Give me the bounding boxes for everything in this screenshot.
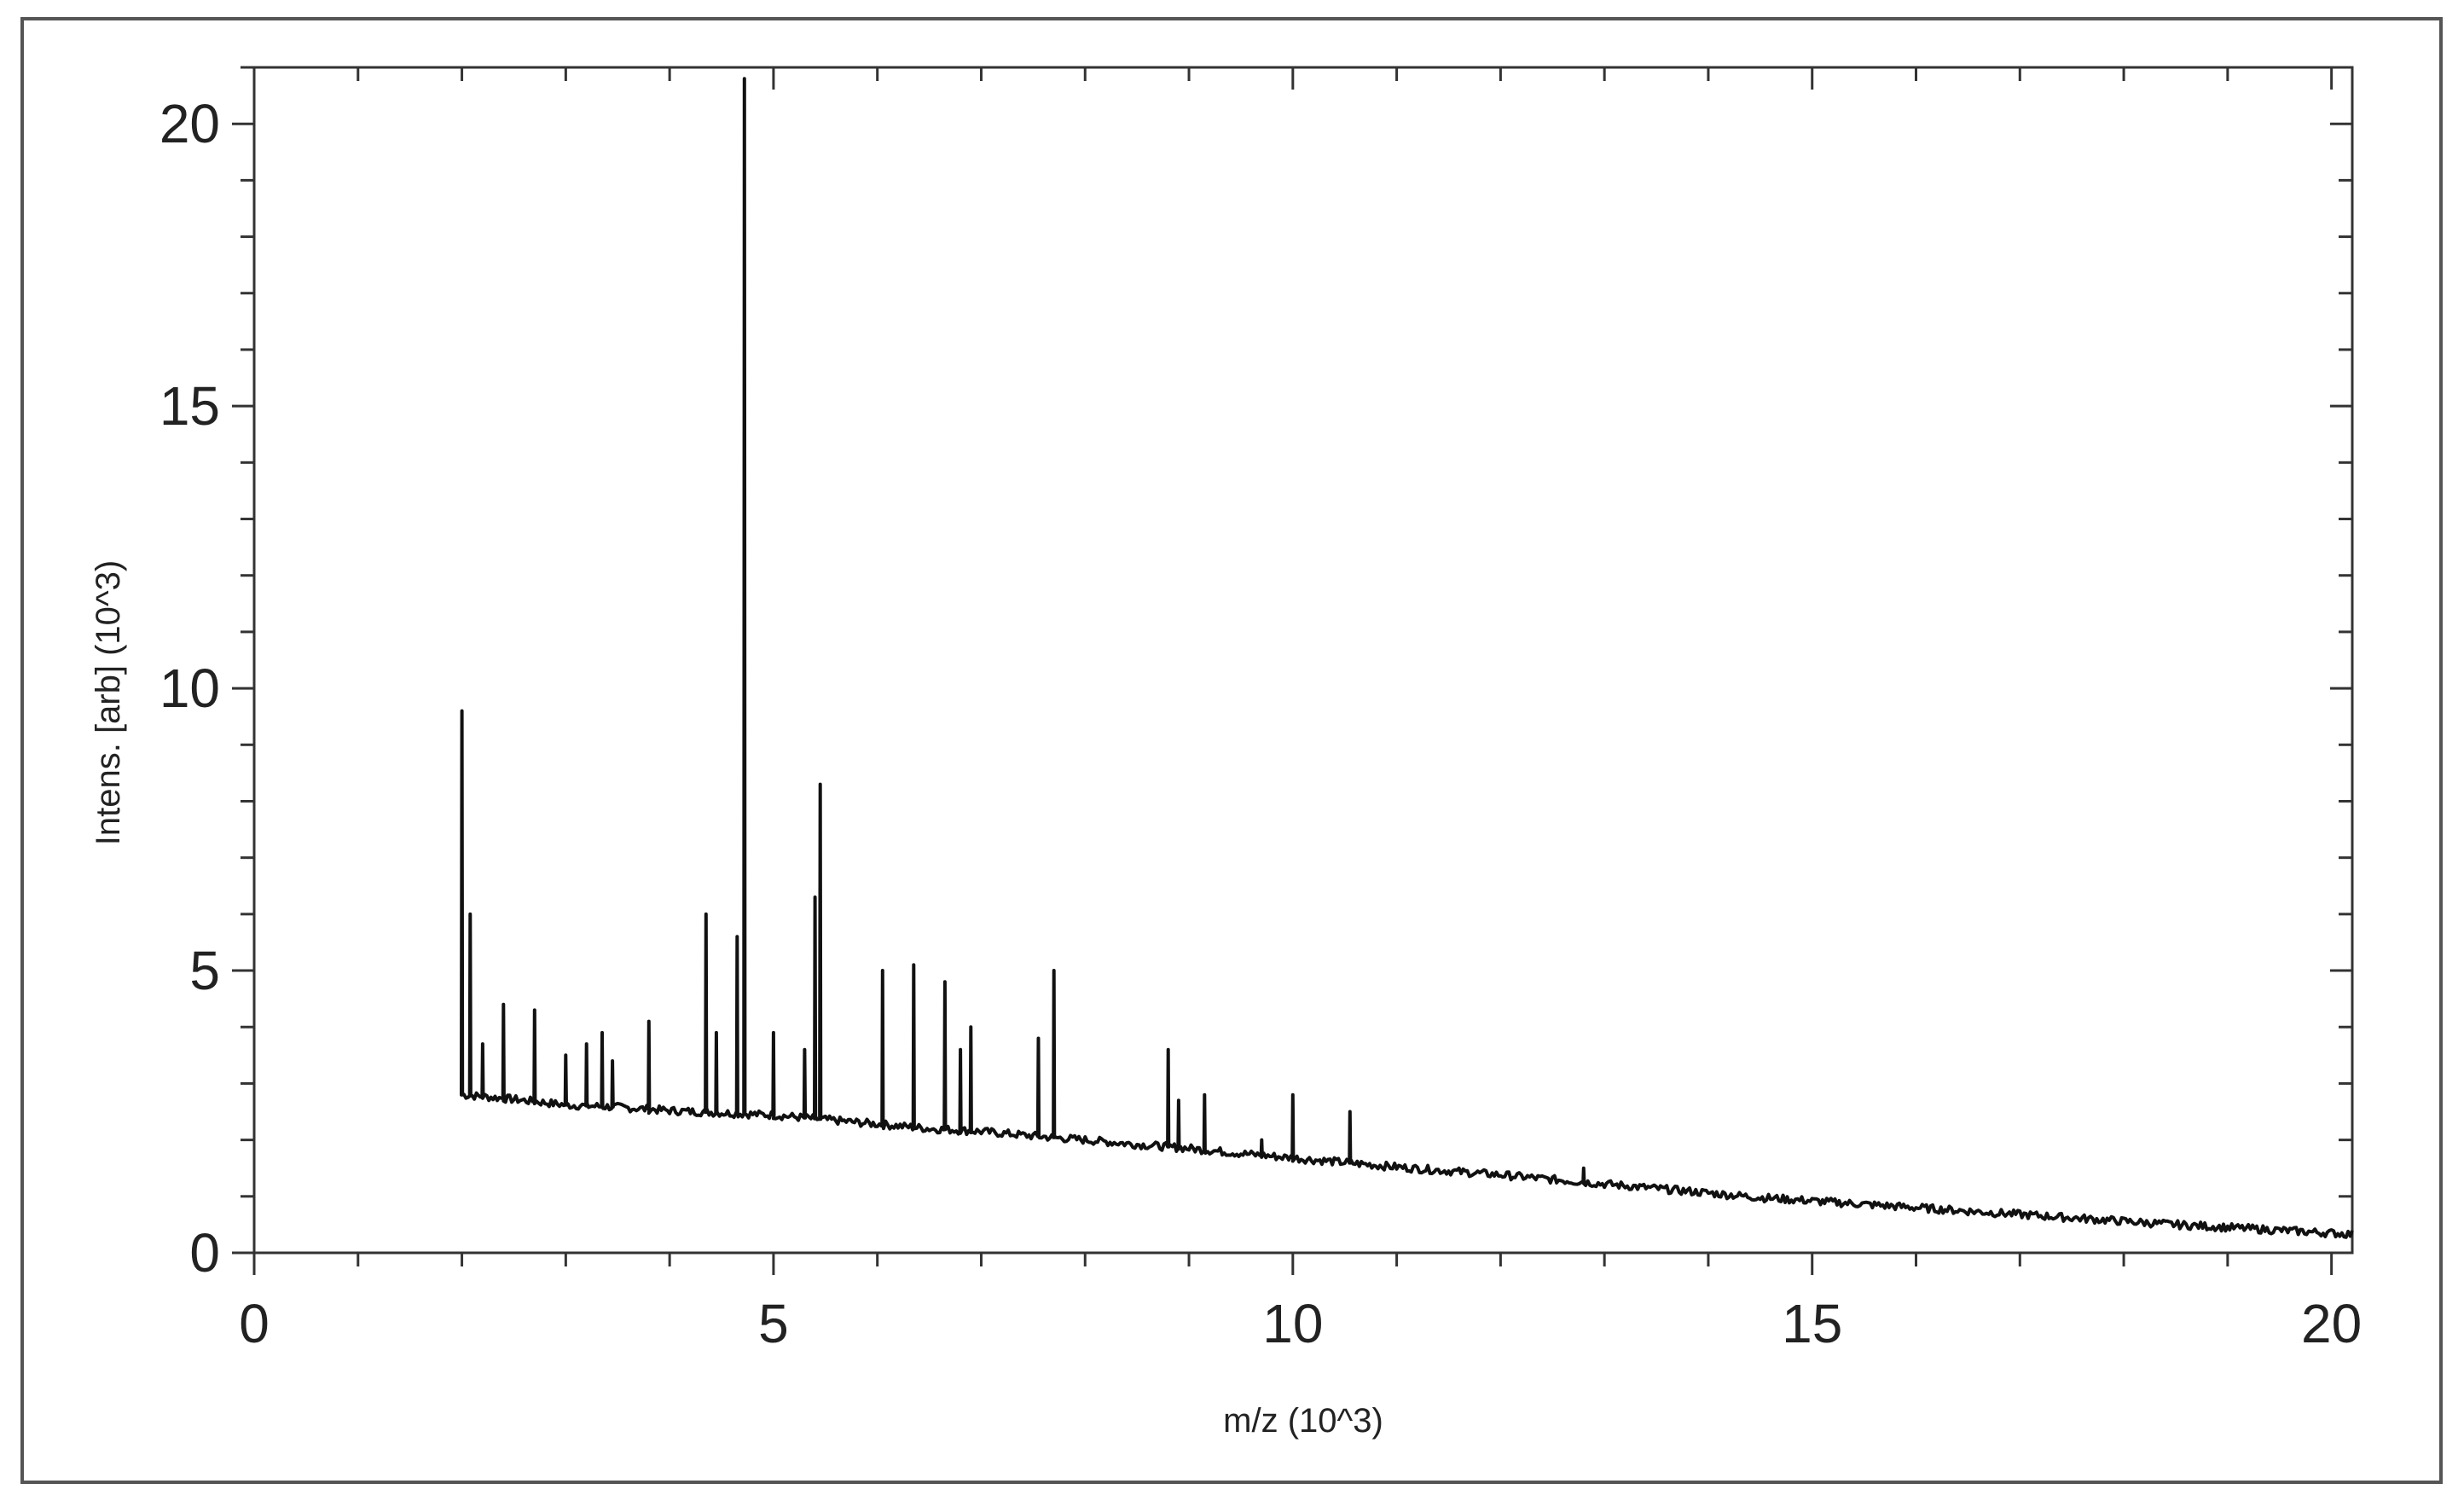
tick-marks [232,66,2352,1275]
x-tick-label: 10 [1262,1293,1323,1354]
y-axis-label: Intens. [arb] (10^3) [90,560,127,846]
y-tick-label: 15 [159,375,220,437]
x-tick-label: 0 [239,1293,270,1354]
tick-labels: 0 5 10 15 20 0 5 10 15 20 [159,93,2362,1354]
y-tick-label: 5 [189,940,220,1001]
x-tick-label: 15 [1782,1293,1842,1354]
y-tick-label: 10 [159,658,220,719]
x-tick-label: 20 [2301,1293,2362,1354]
x-tick-label: 5 [758,1293,789,1354]
x-axis-label: m/z (10^3) [1223,1402,1383,1440]
plot-frame: 0 5 10 15 20 0 5 10 15 20 m/z (10^3) Intens. [arb… [20,17,2443,1484]
spectrum-line [460,77,2354,1239]
y-tick-label: 0 [189,1222,220,1284]
mass-spectrum-chart: 0 5 10 15 20 0 5 10 15 20 m/z (10^3) Intens. [arb… [90,66,2362,1440]
plot-area-border [252,66,2354,1255]
spectrum-series [460,77,2354,1239]
y-tick-label: 20 [159,93,220,154]
axes [252,66,2354,1255]
